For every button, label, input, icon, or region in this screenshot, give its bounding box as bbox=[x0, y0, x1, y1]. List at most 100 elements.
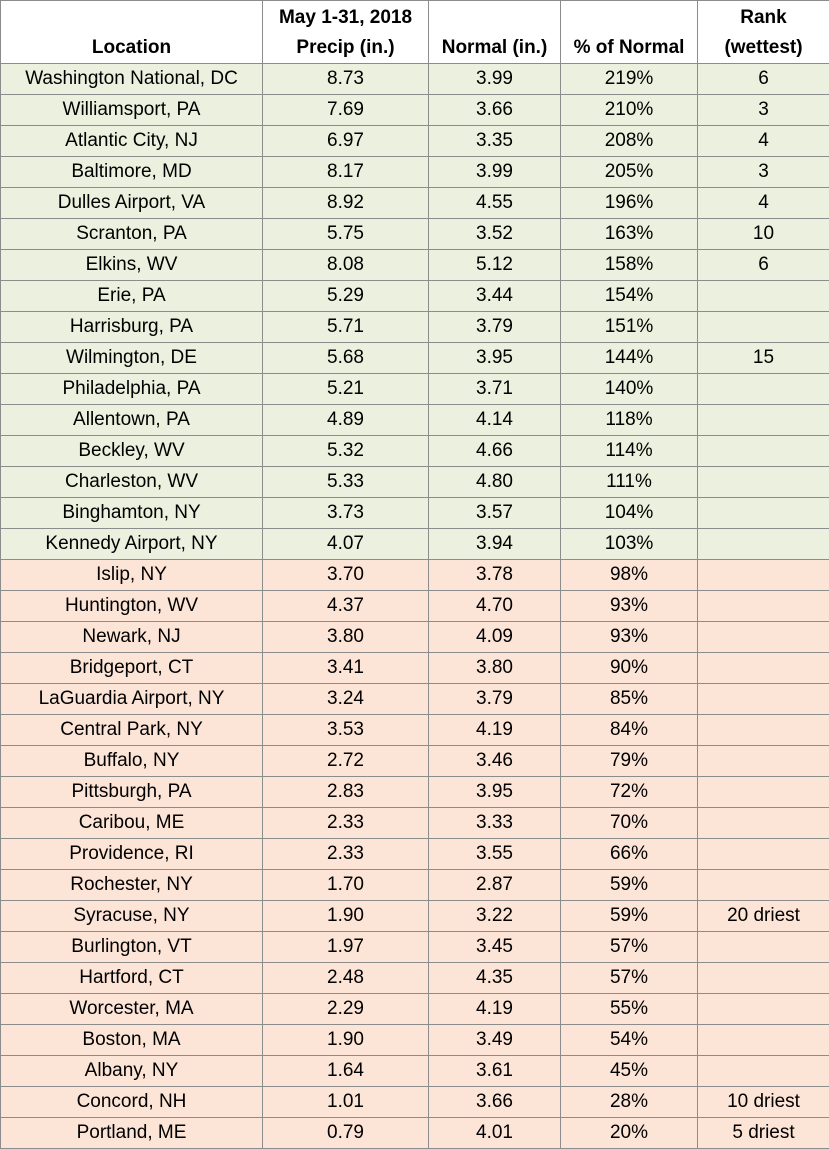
header-cell: Rank (wettest) bbox=[698, 1, 829, 64]
cell: 1.90 bbox=[263, 1025, 429, 1056]
cell: 2.87 bbox=[429, 870, 561, 901]
cell: 5.75 bbox=[263, 219, 429, 250]
cell: Concord, NH bbox=[1, 1087, 263, 1118]
cell: Central Park, NY bbox=[1, 715, 263, 746]
cell: Worcester, MA bbox=[1, 994, 263, 1025]
cell: 57% bbox=[561, 963, 698, 994]
cell: 114% bbox=[561, 436, 698, 467]
cell: 4.07 bbox=[263, 529, 429, 560]
cell: 3.94 bbox=[429, 529, 561, 560]
cell: Pittsburgh, PA bbox=[1, 777, 263, 808]
cell: 6 bbox=[698, 250, 829, 281]
cell: Syracuse, NY bbox=[1, 901, 263, 932]
cell: 20 driest bbox=[698, 901, 829, 932]
cell: 4.37 bbox=[263, 591, 429, 622]
empty-cell bbox=[698, 467, 829, 498]
cell: 3.71 bbox=[429, 374, 561, 405]
empty-cell bbox=[698, 529, 829, 560]
cell: 45% bbox=[561, 1056, 698, 1087]
cell: 4.14 bbox=[429, 405, 561, 436]
empty-cell bbox=[698, 1025, 829, 1056]
cell: Scranton, PA bbox=[1, 219, 263, 250]
cell: 3.73 bbox=[263, 498, 429, 529]
cell: 0.79 bbox=[263, 1118, 429, 1149]
cell: 3.78 bbox=[429, 560, 561, 591]
cell: 5.33 bbox=[263, 467, 429, 498]
cell: 3.66 bbox=[429, 95, 561, 126]
cell: 1.64 bbox=[263, 1056, 429, 1087]
cell: Atlantic City, NJ bbox=[1, 126, 263, 157]
cell: 5.68 bbox=[263, 343, 429, 374]
cell: 3.55 bbox=[429, 839, 561, 870]
cell: 5.32 bbox=[263, 436, 429, 467]
cell: 4.80 bbox=[429, 467, 561, 498]
empty-cell bbox=[698, 715, 829, 746]
cell: 6.97 bbox=[263, 126, 429, 157]
cell: Williamsport, PA bbox=[1, 95, 263, 126]
cell: 8.92 bbox=[263, 188, 429, 219]
cell: 57% bbox=[561, 932, 698, 963]
cell: 219% bbox=[561, 64, 698, 95]
cell: 3.61 bbox=[429, 1056, 561, 1087]
empty-cell bbox=[698, 405, 829, 436]
cell: 3 bbox=[698, 157, 829, 188]
cell: 8.08 bbox=[263, 250, 429, 281]
empty-cell bbox=[698, 560, 829, 591]
empty-cell bbox=[698, 1056, 829, 1087]
cell: Kennedy Airport, NY bbox=[1, 529, 263, 560]
cell: 3.46 bbox=[429, 746, 561, 777]
cell: 1.97 bbox=[263, 932, 429, 963]
cell: Philadelphia, PA bbox=[1, 374, 263, 405]
cell: Dulles Airport, VA bbox=[1, 188, 263, 219]
cell: 90% bbox=[561, 653, 698, 684]
cell: 10 driest bbox=[698, 1087, 829, 1118]
cell: 84% bbox=[561, 715, 698, 746]
cell: Elkins, WV bbox=[1, 250, 263, 281]
cell: 3.95 bbox=[429, 343, 561, 374]
cell: Bridgeport, CT bbox=[1, 653, 263, 684]
cell: 2.29 bbox=[263, 994, 429, 1025]
cell: 3.53 bbox=[263, 715, 429, 746]
cell: 3.99 bbox=[429, 157, 561, 188]
cell: Allentown, PA bbox=[1, 405, 263, 436]
cell: 154% bbox=[561, 281, 698, 312]
empty-cell bbox=[698, 839, 829, 870]
cell: 59% bbox=[561, 870, 698, 901]
cell: 4.89 bbox=[263, 405, 429, 436]
cell: 1.01 bbox=[263, 1087, 429, 1118]
cell: 55% bbox=[561, 994, 698, 1025]
cell: Caribou, ME bbox=[1, 808, 263, 839]
cell: 196% bbox=[561, 188, 698, 219]
cell: 85% bbox=[561, 684, 698, 715]
cell: Islip, NY bbox=[1, 560, 263, 591]
cell: 3.44 bbox=[429, 281, 561, 312]
cell: Charleston, WV bbox=[1, 467, 263, 498]
cell: 3.57 bbox=[429, 498, 561, 529]
cell: Washington National, DC bbox=[1, 64, 263, 95]
cell: Baltimore, MD bbox=[1, 157, 263, 188]
cell: Huntington, WV bbox=[1, 591, 263, 622]
cell: 5.71 bbox=[263, 312, 429, 343]
empty-cell bbox=[698, 870, 829, 901]
